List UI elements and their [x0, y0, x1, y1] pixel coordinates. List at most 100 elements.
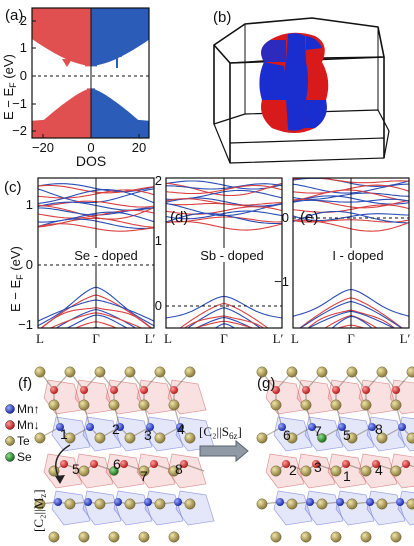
panel-d-label: (d) [170, 209, 188, 226]
band-ytick: −1 [18, 317, 33, 332]
te-atom [376, 432, 388, 444]
panel-e-label: (e) [300, 209, 318, 226]
mn-up-atom [308, 423, 316, 431]
spin-splitting-surface [259, 32, 329, 133]
octahedron [43, 453, 83, 489]
dos-spin-up-lower [91, 88, 149, 138]
te-atom [270, 465, 282, 477]
te-atom [168, 399, 180, 411]
site-number: 6 [113, 456, 121, 472]
te-atom [376, 366, 388, 378]
panel-c-bands: Se - doped (c) 1 0 −1 L Γ L′ [4, 177, 156, 346]
mirror-operation-label: [C₂||Mz] [31, 489, 48, 532]
te-atom [286, 498, 298, 510]
te-atom [360, 531, 372, 543]
dos-spin-up-upper [91, 8, 149, 67]
dos-xtick: −20 [32, 140, 54, 155]
te-atom [286, 366, 298, 378]
s6z-operation: [C₂||S6z] [199, 424, 249, 463]
mn-up-atom [174, 498, 182, 506]
band-ytick: 0 [155, 298, 162, 313]
dos-spin-down-lower [32, 88, 91, 138]
band-ytick: 1 [26, 197, 33, 212]
legend-label: Mn↑ [17, 402, 40, 416]
te-atom [300, 531, 312, 543]
te-atom [256, 366, 268, 378]
te-atom [48, 531, 60, 543]
te-atom [154, 432, 166, 444]
mn-up-atom [336, 498, 344, 506]
te-atom [168, 531, 180, 543]
panel-g-crystal: (g) 6 7 5 8 2 3 1 4 [256, 366, 414, 543]
te-atom [286, 432, 298, 444]
site-number: 7 [314, 423, 322, 439]
octahedron [175, 490, 215, 526]
mn-up-atom [144, 498, 152, 506]
octahedron [74, 453, 114, 489]
site-number: 7 [140, 468, 148, 484]
mn-down-atom [180, 460, 188, 468]
band-ytick: 0 [26, 257, 33, 272]
kpoint-label: L′ [273, 331, 284, 346]
site-number: 5 [343, 427, 351, 443]
octahedron [144, 490, 184, 526]
mn-down-atom [150, 460, 158, 468]
panel-e-bands: I - doped (e) 0 −1 L Γ L′ [274, 177, 411, 346]
te-atom [124, 498, 136, 510]
te-atom [256, 432, 268, 444]
te-atom [316, 366, 328, 378]
mn-down-atom [170, 386, 178, 394]
panel-g-label: (g) [257, 375, 275, 392]
te-atom [184, 432, 196, 444]
band-ytick: 2 [155, 173, 162, 188]
te-atom [390, 399, 402, 411]
te-atom [64, 498, 76, 510]
dos-spin-down-upper [32, 8, 91, 67]
te-atom [138, 399, 150, 411]
mn-down-atom [50, 386, 58, 394]
site-number: 1 [343, 468, 351, 484]
mn-down-atom [140, 386, 148, 394]
spin-down-arrow-icon [62, 48, 72, 67]
te-atom [346, 432, 358, 444]
mn-down-atom [80, 386, 88, 394]
legend-mn-up-icon [5, 404, 15, 414]
te-atom [270, 531, 282, 543]
mn-up-atom [84, 498, 92, 506]
dos-ytick: −1 [12, 96, 27, 111]
dos-ylabel: E − EF (eV) [1, 54, 18, 120]
mn-up-atom [176, 423, 184, 431]
site-number: 4 [375, 462, 383, 478]
mn-up-atom [396, 498, 404, 506]
te-atom [78, 399, 90, 411]
mn-down-atom [120, 460, 128, 468]
dopant-label-se: Se - doped [74, 248, 138, 263]
mn-down-atom [392, 386, 400, 394]
panel-b-brillouin-zone: (b) [213, 9, 390, 164]
mn-up-atom [366, 498, 374, 506]
legend-mn-down-icon [5, 420, 15, 430]
site-number: 2 [112, 421, 120, 437]
dopant-label-sb: Sb - doped [200, 248, 264, 263]
dos-xtick: 20 [132, 140, 146, 155]
mn-down-atom [342, 460, 350, 468]
panel-a-dos: 2 1 0 −1 −2 −20 0 20 DOS (a) E − EF (eV) [1, 7, 150, 169]
te-atom [34, 366, 46, 378]
kpoint-label: L [291, 331, 299, 346]
mn-up-atom [116, 423, 124, 431]
te-atom [108, 399, 120, 411]
te-atom [300, 465, 312, 477]
band-ytick: 1 [155, 233, 162, 248]
te-atom [390, 465, 402, 477]
te-atom [330, 531, 342, 543]
mn-down-atom [372, 460, 380, 468]
te-atom [316, 498, 328, 510]
se-atom [109, 466, 119, 476]
te-atom [48, 399, 60, 411]
mn-up-atom [306, 498, 314, 506]
mn-up-atom [56, 423, 64, 431]
site-number: 2 [289, 462, 297, 478]
te-atom [360, 465, 372, 477]
mn-up-atom [368, 423, 376, 431]
